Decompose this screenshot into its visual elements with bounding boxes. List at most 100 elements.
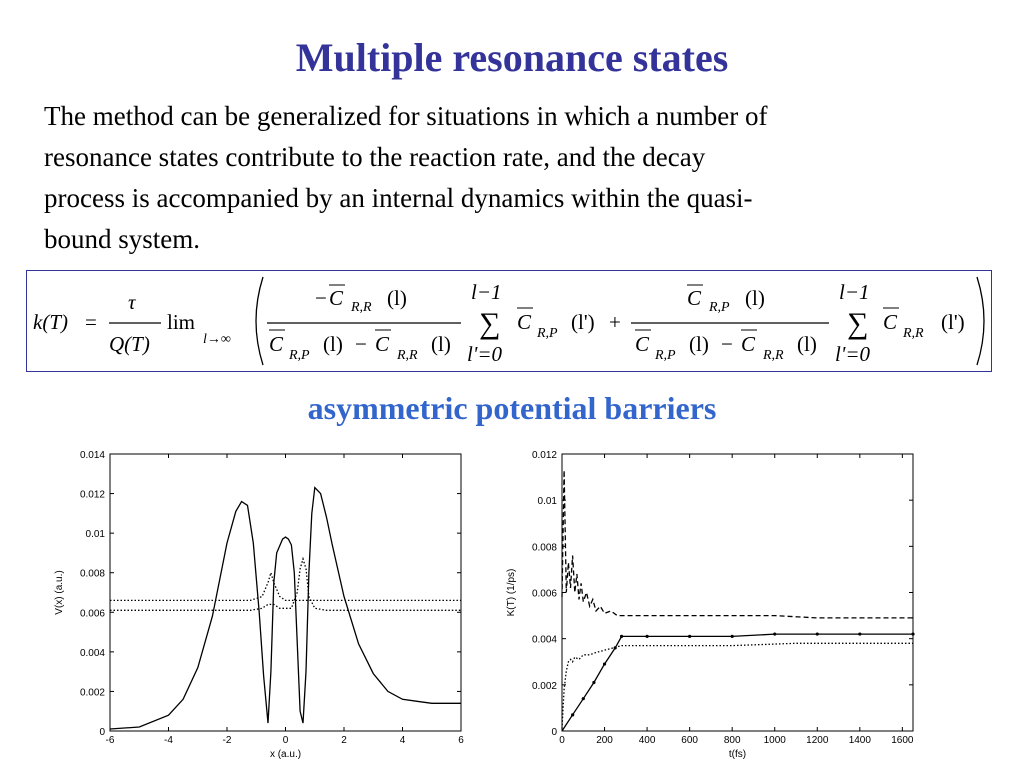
potential-plot: -6 -4 -2 0 2 4 6 0 0.002 0.004 0.006 0.008 0.01 0.012… xyxy=(54,450,464,760)
formula-equals: = xyxy=(85,310,97,334)
series-marker xyxy=(613,646,617,650)
term2-arg: (l) xyxy=(745,286,765,310)
x-tick-label: 6 xyxy=(458,735,464,746)
y-tick-label: 0.004 xyxy=(532,635,557,646)
term2-c: C xyxy=(687,286,702,310)
formula-lhs: k(T) xyxy=(33,310,68,334)
paragraph-line: The method can be generalized for situat… xyxy=(44,101,768,131)
den2-sub2: R,R xyxy=(762,348,784,363)
den2-arg1: (l) xyxy=(689,332,709,356)
y-tick-label: 0.004 xyxy=(80,648,105,659)
sum2-upper: l−1 xyxy=(839,280,870,304)
term1-c: C xyxy=(329,286,344,310)
term1-sign: − xyxy=(315,286,327,310)
series-line-dotted xyxy=(561,642,913,729)
series-line-dashed xyxy=(561,470,913,619)
y-tick-label: 0.006 xyxy=(532,589,557,600)
sum1-arg: (l') xyxy=(571,310,595,334)
x-tick-label: 400 xyxy=(639,735,656,746)
formula-tau: τ xyxy=(128,290,137,314)
sum2-sub: R,R xyxy=(902,326,924,341)
formula-lim-sub: l→∞ xyxy=(203,332,231,347)
sum1-upper: l−1 xyxy=(471,280,502,304)
series-line-dotted xyxy=(110,570,461,602)
den1-sub2: R,R xyxy=(396,348,418,363)
plot-frame xyxy=(561,453,914,732)
x-tick-label: 200 xyxy=(596,735,613,746)
den2-c2: C xyxy=(741,332,756,356)
den2-c1: C xyxy=(635,332,650,356)
rate-plot: 0 200 400 600 800 1000 1200 1400 1600 0 0.002 0.004… xyxy=(506,450,915,760)
y-tick-label: 0.01 xyxy=(86,529,106,540)
y-tick-label: 0 xyxy=(99,727,105,738)
series-marker xyxy=(592,680,596,685)
den1-minus: − xyxy=(355,332,367,356)
series-marker xyxy=(571,713,575,717)
term2-sub: R,P xyxy=(708,300,730,315)
y-tick-label: 0.008 xyxy=(80,569,105,580)
series-marker xyxy=(688,634,692,638)
y-tick-label: 0.002 xyxy=(532,681,557,692)
den1-c2: C xyxy=(375,332,390,356)
y-tick-label: 0.008 xyxy=(532,542,557,553)
series-line-dotted xyxy=(110,556,461,611)
sum2-arg: (l') xyxy=(941,310,965,334)
formula-box: k(T) = τ Q(T) lim l→∞ − C R,R (l) C R,P … xyxy=(26,270,992,372)
paragraph-line: bound system. xyxy=(44,224,201,254)
x-tick-label: 2 xyxy=(341,735,347,746)
series-line-solid xyxy=(109,486,461,730)
sum2-sigma: ∑ xyxy=(847,307,868,340)
x-tick-label: 1600 xyxy=(891,735,914,746)
y-tick-label: 0.006 xyxy=(80,608,105,619)
sum1-sub: R,P xyxy=(536,326,558,341)
series-line-solid-markers xyxy=(561,633,913,732)
x-axis-label: t(fs) xyxy=(729,749,746,760)
x-tick-label: 1200 xyxy=(806,735,829,746)
series-marker xyxy=(730,634,734,638)
sum1-lower: l'=0 xyxy=(467,342,502,366)
series-marker xyxy=(858,632,862,636)
series-marker xyxy=(815,632,819,636)
x-tick-label: 1400 xyxy=(849,735,872,746)
sum1-c: C xyxy=(517,310,532,334)
x-tick-label: -4 xyxy=(164,735,173,746)
x-tick-label: 4 xyxy=(400,735,406,746)
term1-sub: R,R xyxy=(350,300,372,315)
paragraph-line: resonance states contribute to the react… xyxy=(44,142,706,172)
sum1-sigma: ∑ xyxy=(479,307,500,340)
rate-formula: k(T) = τ Q(T) lim l→∞ − C R,R (l) C R,P … xyxy=(33,276,985,366)
section-subtitle: asymmetric potential barriers xyxy=(307,390,717,426)
x-tick-label: -6 xyxy=(106,735,115,746)
den1-arg2: (l) xyxy=(431,332,451,356)
x-tick-label: 1000 xyxy=(764,735,787,746)
den1-sub1: R,P xyxy=(288,348,310,363)
den1-arg1: (l) xyxy=(323,332,343,356)
term1-arg: (l) xyxy=(387,286,407,310)
slide-title: Multiple resonance states xyxy=(295,35,729,80)
x-tick-label: 800 xyxy=(724,735,741,746)
sum2-c: C xyxy=(883,310,898,334)
series-marker xyxy=(645,634,649,638)
x-axis-label: x (a.u.) xyxy=(270,749,301,760)
series-marker xyxy=(619,634,624,638)
sum2-lower: l'=0 xyxy=(835,342,870,366)
x-tick-label: -2 xyxy=(223,735,232,746)
formula-q: Q(T) xyxy=(109,332,150,356)
plot-frame xyxy=(109,453,462,732)
den1-c1: C xyxy=(269,332,284,356)
series-marker xyxy=(911,632,915,636)
y-tick-label: 0.01 xyxy=(538,496,558,507)
den2-arg2: (l) xyxy=(797,332,817,356)
formula-plus: + xyxy=(609,310,621,334)
y-axis-label: K(T) (1/ps) xyxy=(506,569,517,617)
series-marker xyxy=(773,632,777,636)
slide-paragraph: The method can be generalized for situat… xyxy=(44,96,974,260)
right-paren xyxy=(976,276,985,366)
x-tick-label: 0 xyxy=(283,735,289,746)
left-paren xyxy=(255,276,264,366)
formula-lim: lim xyxy=(167,310,195,334)
y-tick-label: 0.002 xyxy=(80,687,105,698)
x-tick-label: 600 xyxy=(681,735,698,746)
y-tick-label: 0.012 xyxy=(532,450,557,461)
x-tick-label: 0 xyxy=(559,735,565,746)
